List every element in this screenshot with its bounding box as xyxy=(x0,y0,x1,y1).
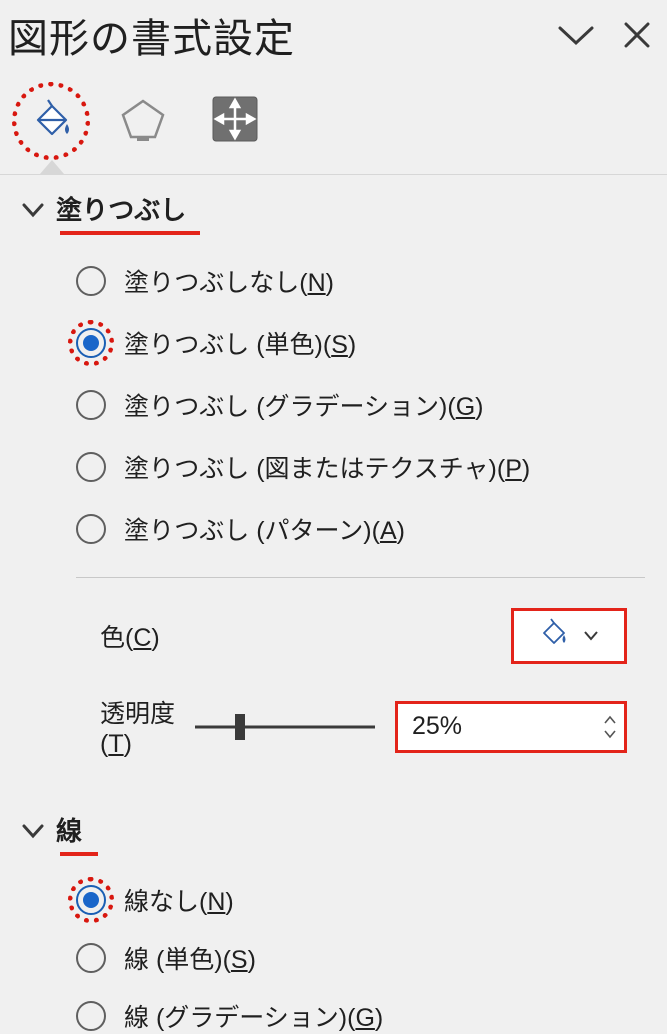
paint-bucket-icon xyxy=(28,96,74,147)
tabrow-divider xyxy=(0,174,667,175)
panel-titlebar: 図形の書式設定 xyxy=(0,0,667,64)
paint-bucket-icon xyxy=(539,618,569,655)
fill-option-none[interactable]: 塗りつぶしなし(N) xyxy=(76,263,645,299)
pentagon-icon xyxy=(119,95,167,148)
radio-icon xyxy=(76,514,106,544)
fill-option-pattern[interactable]: 塗りつぶし (パターン)(A) xyxy=(76,511,645,547)
chevron-down-icon xyxy=(22,202,44,218)
radio-icon xyxy=(76,943,106,973)
highlight-ring xyxy=(68,877,114,923)
radio-icon xyxy=(76,328,106,358)
size-arrows-icon xyxy=(210,94,260,149)
radio-icon xyxy=(76,266,106,296)
fill-line-tab[interactable] xyxy=(18,88,84,154)
panel-title: 図形の書式設定 xyxy=(8,6,295,64)
fill-option-picture[interactable]: 塗りつぶし (図またはテクスチャ)(P) xyxy=(76,449,645,485)
active-tab-pointer xyxy=(40,160,64,174)
radio-icon xyxy=(76,1001,106,1031)
size-tab[interactable] xyxy=(202,88,268,154)
radio-label: 塗りつぶし (図またはテクスチャ)(P) xyxy=(124,449,530,485)
highlight-ring xyxy=(68,320,114,366)
radio-label: 塗りつぶし (単色)(S) xyxy=(124,325,356,361)
radio-label: 塗りつぶしなし(N) xyxy=(124,263,334,299)
line-section: 線 線なし(N) 線 (単色)(S) 線 (グラデーション)(G) xyxy=(0,759,667,1034)
titlebar-actions xyxy=(557,21,655,49)
fill-properties: 色(C) 透明度(T) xyxy=(22,578,645,759)
fill-option-solid[interactable]: 塗りつぶし (単色)(S) xyxy=(76,325,645,361)
line-option-none[interactable]: 線なし(N) xyxy=(76,882,645,918)
fill-option-gradient[interactable]: 塗りつぶし (グラデーション)(G) xyxy=(76,387,645,423)
fill-color-picker[interactable] xyxy=(511,608,627,664)
radio-label: 塗りつぶし (グラデーション)(G) xyxy=(124,387,483,423)
slider-thumb[interactable] xyxy=(235,714,245,740)
fill-options: 塗りつぶしなし(N) 塗りつぶし (単色)(S) 塗りつぶし (グラデーション)… xyxy=(22,235,645,547)
fill-color-label: 色(C) xyxy=(100,618,160,654)
line-section-header[interactable]: 線 xyxy=(22,811,645,850)
line-section-title: 線 xyxy=(56,811,82,850)
fill-section: 塗りつぶし 塗りつぶしなし(N) 塗りつぶし (単色)(S) 塗りつぶし (グラ… xyxy=(0,154,667,759)
transparency-spinner[interactable]: 25% xyxy=(395,701,627,753)
spinner-up-icon[interactable] xyxy=(604,715,616,725)
radio-label: 線なし(N) xyxy=(124,882,234,918)
radio-icon xyxy=(76,452,106,482)
radio-icon xyxy=(76,885,106,915)
line-option-solid[interactable]: 線 (単色)(S) xyxy=(76,940,645,976)
fill-section-header[interactable]: 塗りつぶし xyxy=(22,190,645,229)
effects-tab[interactable] xyxy=(110,88,176,154)
fill-section-title: 塗りつぶし xyxy=(56,190,186,229)
radio-label: 線 (グラデーション)(G) xyxy=(124,998,383,1034)
fill-transparency-row: 透明度(T) 25% xyxy=(100,694,627,759)
transparency-label: 透明度(T) xyxy=(100,694,195,759)
line-option-gradient[interactable]: 線 (グラデーション)(G) xyxy=(76,998,645,1034)
radio-label: 塗りつぶし (パターン)(A) xyxy=(124,511,405,547)
radio-label: 線 (単色)(S) xyxy=(124,940,256,976)
slider-track xyxy=(195,725,375,728)
chevron-down-icon xyxy=(583,630,599,642)
radio-icon xyxy=(76,390,106,420)
fill-color-row: 色(C) xyxy=(100,608,627,664)
close-icon[interactable] xyxy=(623,21,651,49)
spinner-down-icon[interactable] xyxy=(604,729,616,739)
collapse-panel-icon[interactable] xyxy=(557,23,595,47)
transparency-slider[interactable] xyxy=(195,715,375,739)
spinner-arrows[interactable] xyxy=(604,715,616,739)
line-options: 線なし(N) 線 (単色)(S) 線 (グラデーション)(G) xyxy=(22,856,645,1034)
format-tab-row xyxy=(0,64,667,154)
transparency-value: 25% xyxy=(412,712,462,741)
chevron-down-icon xyxy=(22,823,44,839)
